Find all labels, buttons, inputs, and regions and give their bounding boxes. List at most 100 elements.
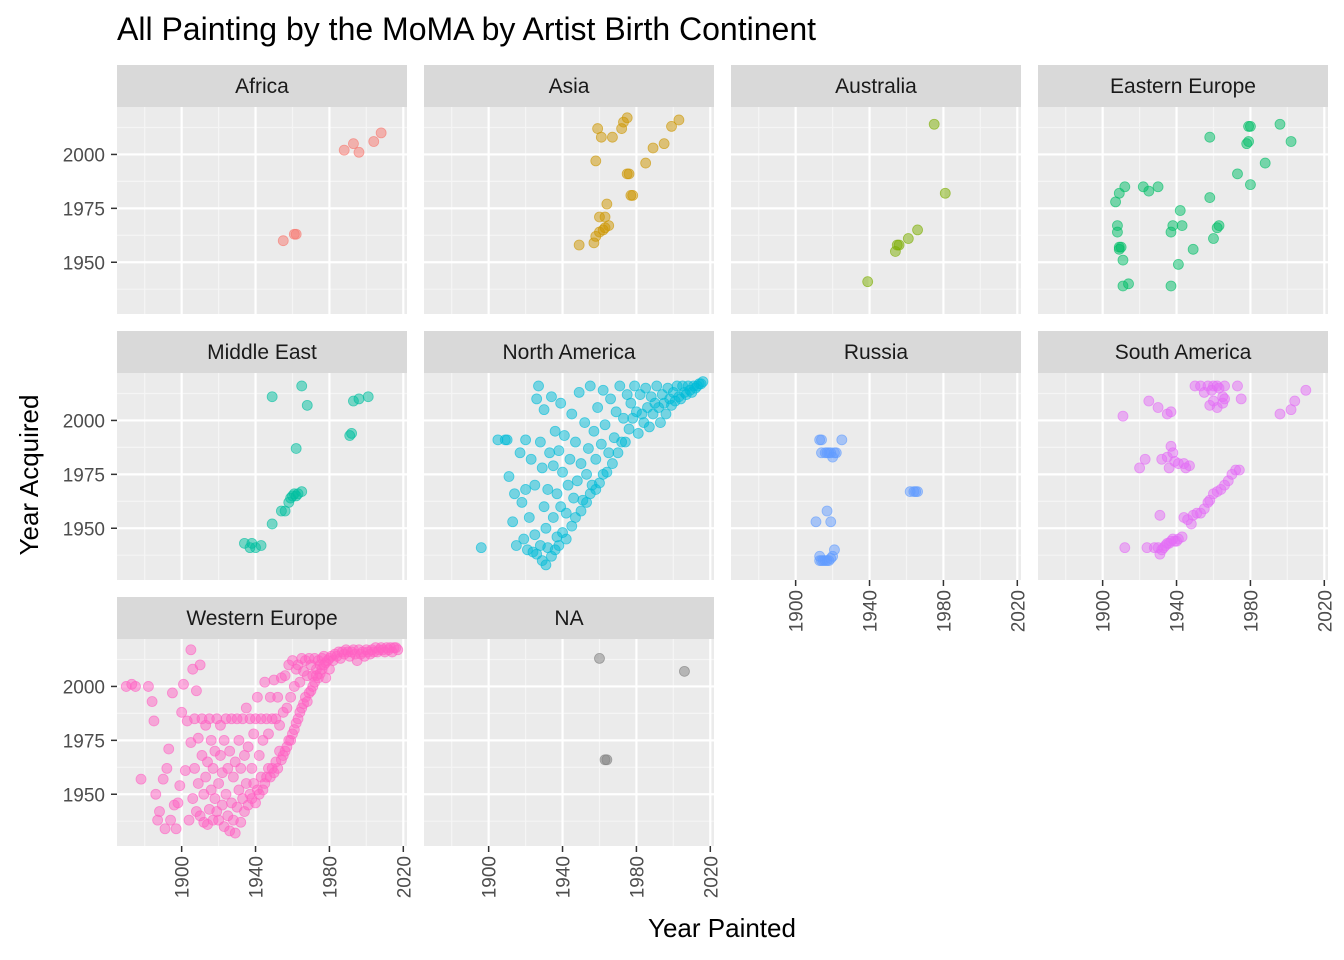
data-point bbox=[161, 762, 173, 774]
data-point bbox=[557, 466, 568, 478]
data-point bbox=[603, 447, 615, 459]
data-point bbox=[1154, 509, 1166, 521]
x-tick-label: 2020 bbox=[1315, 590, 1336, 632]
data-point bbox=[514, 447, 526, 459]
data-point bbox=[1167, 220, 1179, 231]
data-point bbox=[673, 114, 685, 126]
data-point bbox=[368, 136, 380, 147]
data-point bbox=[584, 380, 596, 392]
data-point bbox=[510, 540, 522, 551]
data-point bbox=[183, 814, 195, 826]
data-point bbox=[242, 741, 254, 753]
data-point bbox=[290, 443, 302, 454]
data-point bbox=[191, 685, 202, 697]
data-point bbox=[294, 676, 306, 688]
x-tick-label: 1940 bbox=[861, 590, 882, 632]
data-point bbox=[643, 421, 655, 433]
facet-strip bbox=[1038, 65, 1328, 107]
y-tick-label: 1950 bbox=[63, 785, 105, 806]
facet-strip bbox=[731, 331, 1021, 373]
data-point bbox=[1152, 181, 1164, 193]
data-point bbox=[581, 468, 592, 480]
data-point bbox=[836, 434, 848, 446]
data-point bbox=[348, 138, 359, 150]
data-point bbox=[1274, 118, 1286, 130]
x-tick-label: 1980 bbox=[320, 856, 341, 898]
data-point bbox=[375, 127, 387, 139]
data-point bbox=[1243, 136, 1254, 147]
data-point bbox=[1204, 131, 1216, 143]
data-point bbox=[816, 434, 827, 446]
data-point bbox=[272, 691, 284, 703]
data-point bbox=[582, 443, 594, 454]
data-point bbox=[274, 719, 285, 731]
facet-strip bbox=[424, 331, 714, 373]
data-point bbox=[518, 533, 530, 545]
data-point bbox=[540, 522, 552, 534]
data-point bbox=[575, 505, 587, 517]
data-point bbox=[562, 479, 574, 491]
data-point bbox=[213, 778, 224, 789]
data-point bbox=[475, 542, 487, 554]
data-point bbox=[176, 706, 188, 718]
data-point bbox=[1219, 393, 1230, 405]
data-point bbox=[1289, 395, 1301, 407]
data-point bbox=[588, 425, 600, 437]
data-point bbox=[130, 681, 141, 692]
data-point bbox=[540, 559, 552, 571]
data-point bbox=[1165, 280, 1177, 292]
data-point bbox=[279, 670, 291, 682]
data-point bbox=[209, 793, 221, 804]
data-point bbox=[640, 382, 652, 394]
y-tick-label: 1975 bbox=[63, 731, 105, 752]
data-point bbox=[912, 486, 923, 497]
data-point bbox=[536, 462, 548, 474]
data-point bbox=[928, 118, 940, 130]
data-point bbox=[178, 678, 189, 690]
data-point bbox=[216, 799, 228, 811]
y-tick-label: 2000 bbox=[63, 411, 105, 432]
data-point bbox=[1115, 241, 1127, 253]
x-tick-label: 2020 bbox=[701, 856, 722, 898]
facet-panel-3: Eastern Europe bbox=[1038, 65, 1328, 314]
data-point bbox=[607, 131, 618, 143]
data-point bbox=[1174, 205, 1186, 216]
data-point bbox=[205, 734, 217, 746]
data-point bbox=[601, 754, 613, 766]
data-point bbox=[259, 676, 271, 688]
panel-background bbox=[424, 639, 714, 846]
data-point bbox=[618, 412, 629, 424]
data-point bbox=[277, 235, 289, 247]
data-point bbox=[218, 734, 230, 746]
data-point bbox=[1213, 220, 1225, 231]
chart-title: All Painting by the MoMA by Artist Birth… bbox=[117, 11, 816, 47]
facet-strip bbox=[117, 597, 407, 639]
data-point bbox=[862, 276, 874, 288]
data-point bbox=[827, 550, 838, 562]
data-point bbox=[590, 453, 602, 465]
data-point bbox=[607, 458, 618, 469]
data-point bbox=[251, 691, 263, 703]
facet-panel-1: Asia bbox=[424, 65, 714, 314]
y-tick-label: 1950 bbox=[63, 519, 105, 540]
data-point bbox=[215, 750, 226, 761]
data-point bbox=[529, 529, 541, 541]
data-point bbox=[605, 393, 616, 405]
data-point bbox=[1176, 220, 1188, 231]
data-point bbox=[1119, 542, 1131, 554]
data-point bbox=[538, 404, 550, 416]
data-point bbox=[1152, 402, 1164, 413]
data-point bbox=[621, 112, 633, 124]
facet-panels: Africa 1950 1975 2000 Asia Australia Eastern E… bbox=[63, 65, 1336, 898]
x-tick-label: 1900 bbox=[787, 590, 808, 632]
data-point bbox=[1235, 393, 1247, 405]
facet-panel-2: Australia bbox=[731, 65, 1021, 314]
data-point bbox=[523, 512, 535, 523]
data-point bbox=[553, 445, 565, 457]
data-point bbox=[912, 224, 923, 236]
data-point bbox=[571, 475, 583, 487]
data-point bbox=[594, 653, 605, 664]
data-point bbox=[655, 417, 666, 428]
data-point bbox=[640, 157, 652, 169]
data-point bbox=[551, 488, 563, 500]
